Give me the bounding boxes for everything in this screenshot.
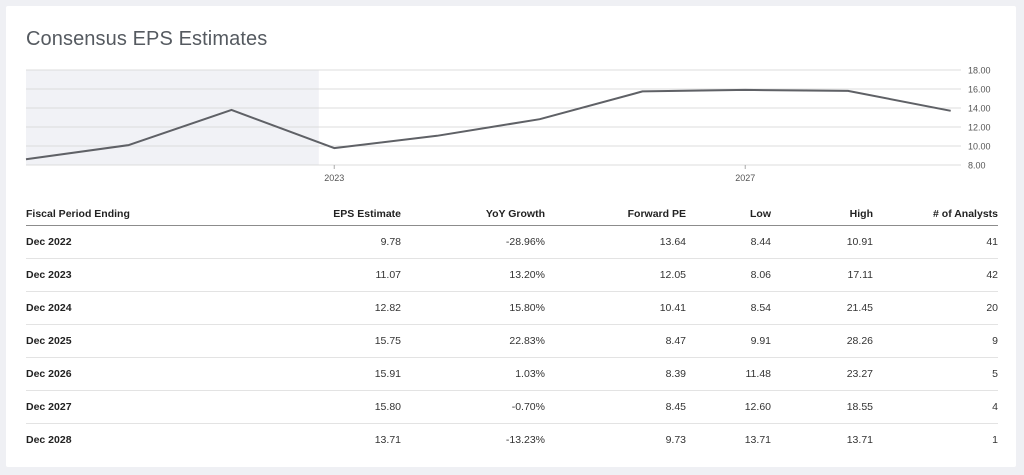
- cell-period: Dec 2028: [26, 434, 72, 446]
- cell-period: Dec 2026: [26, 357, 146, 391]
- cell-high: 13.71: [846, 434, 873, 446]
- y-tick-label: 18.00: [968, 66, 991, 76]
- cell-high: 28.26: [771, 324, 873, 358]
- cell-eps-estimate: 15.75: [146, 324, 401, 358]
- cell-yoy-growth: -0.70%: [401, 390, 545, 424]
- y-tick-label: 8.00: [968, 161, 986, 171]
- cell-low: 8.44: [686, 225, 771, 259]
- table-header-row: Fiscal Period Ending EPS Estimate YoY Gr…: [26, 202, 998, 226]
- header-yoy-growth[interactable]: YoY Growth: [401, 202, 545, 226]
- cell-yoy-growth: -13.23%: [505, 434, 545, 446]
- cell-forward-pe: 9.73: [665, 434, 686, 446]
- cell-analysts: 4: [873, 390, 998, 424]
- y-tick-label: 14.00: [968, 104, 991, 114]
- cell-high: 21.45: [771, 291, 873, 325]
- cell-eps-estimate: 15.80: [146, 390, 401, 424]
- y-tick-label: 10.00: [968, 142, 991, 152]
- table-row: Dec 2028 13.71 -13.23% 9.73 13.71 13.71 …: [26, 424, 998, 457]
- header-forward-pe[interactable]: Forward PE: [545, 202, 686, 226]
- cell-yoy-growth: 15.80%: [401, 291, 545, 325]
- y-tick-label: 16.00: [968, 85, 991, 95]
- cell-low: 8.06: [686, 258, 771, 292]
- cell-analysts: 20: [873, 291, 998, 325]
- cell-eps-estimate: 12.82: [146, 291, 401, 325]
- cell-yoy-growth: 1.03%: [401, 357, 545, 391]
- cell-period: Dec 2027: [26, 390, 146, 424]
- cell-analysts: 5: [873, 357, 998, 391]
- cell-period: Dec 2023: [26, 258, 146, 292]
- cell-high: 17.11: [771, 258, 873, 292]
- y-tick-label: 12.00: [968, 123, 991, 133]
- card-title: Consensus EPS Estimates: [26, 28, 268, 50]
- table-row: Dec 2022 9.78 -28.96% 13.64 8.44 10.91 4…: [26, 225, 998, 259]
- cell-low: 9.91: [686, 324, 771, 358]
- table-row: Dec 2026 15.91 1.03% 8.39 11.48 23.27 5: [26, 357, 998, 391]
- cell-eps-estimate: 11.07: [146, 258, 401, 292]
- cell-eps-estimate: 9.78: [146, 225, 401, 259]
- header-low[interactable]: Low: [686, 202, 771, 226]
- cell-analysts: 1: [992, 434, 998, 446]
- cell-analysts: 42: [873, 258, 998, 292]
- cell-low: 11.48: [686, 357, 771, 391]
- cell-period: Dec 2024: [26, 291, 146, 325]
- table-row: Dec 2027 15.80 -0.70% 8.45 12.60 18.55 4: [26, 390, 998, 424]
- cell-yoy-growth: -28.96%: [401, 225, 545, 259]
- cell-forward-pe: 10.41: [545, 291, 686, 325]
- cell-eps-estimate: 13.71: [374, 434, 401, 446]
- table-row: Dec 2023 11.07 13.20% 12.05 8.06 17.11 4…: [26, 258, 998, 292]
- cell-low: 8.54: [686, 291, 771, 325]
- x-tick-label: 2023: [324, 173, 344, 183]
- cell-eps-estimate: 15.91: [146, 357, 401, 391]
- historical-shade: [26, 70, 319, 165]
- cell-forward-pe: 12.05: [545, 258, 686, 292]
- cell-yoy-growth: 13.20%: [401, 258, 545, 292]
- eps-series-line: [25, 88, 951, 161]
- cell-forward-pe: 8.45: [545, 390, 686, 424]
- cell-high: 18.55: [771, 390, 873, 424]
- eps-estimates-table: Fiscal Period Ending EPS Estimate YoY Gr…: [26, 202, 998, 456]
- cell-high: 10.91: [771, 225, 873, 259]
- table-row: Dec 2024 12.82 15.80% 10.41 8.54 21.45 2…: [26, 291, 998, 325]
- header-high[interactable]: High: [771, 202, 873, 226]
- table-row: Dec 2025 15.75 22.83% 8.47 9.91 28.26 9: [26, 324, 998, 358]
- eps-line-chart: 8.00 10.00 12.00 14.00 16.00 18.00 2023 2027: [25, 66, 991, 183]
- header-eps-estimate[interactable]: EPS Estimate: [146, 202, 401, 226]
- cell-analysts: 41: [873, 225, 998, 259]
- cell-forward-pe: 13.64: [545, 225, 686, 259]
- eps-estimates-card: Consensus EPS Estimates 8.00 10.00 12.00 14…: [6, 6, 1016, 467]
- cell-analysts: 9: [873, 324, 998, 358]
- cell-forward-pe: 8.39: [545, 357, 686, 391]
- eps-table-container: Fiscal Period Ending EPS Estimate YoY Gr…: [26, 202, 998, 456]
- header-fiscal-period[interactable]: Fiscal Period Ending: [26, 202, 146, 226]
- cell-period: Dec 2022: [26, 225, 146, 259]
- cell-low: 12.60: [686, 390, 771, 424]
- cell-yoy-growth: 22.83%: [401, 324, 545, 358]
- cell-forward-pe: 8.47: [545, 324, 686, 358]
- cell-high: 23.27: [771, 357, 873, 391]
- x-tick-label: 2027: [735, 173, 755, 183]
- header-analysts[interactable]: # of Analysts: [873, 202, 998, 226]
- cell-period: Dec 2025: [26, 324, 146, 358]
- cell-low: 13.71: [744, 434, 771, 446]
